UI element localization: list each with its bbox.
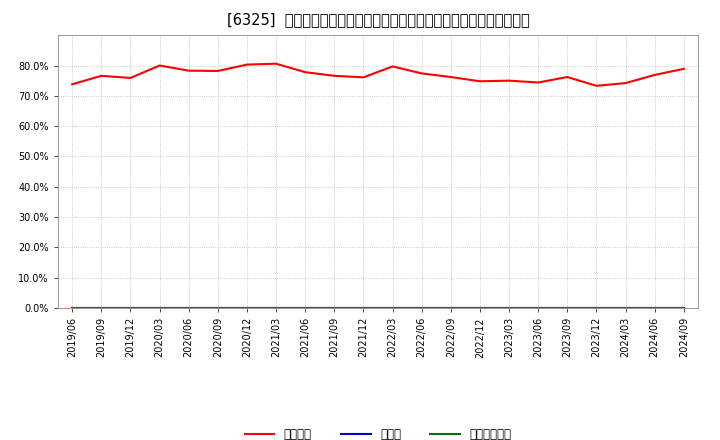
のれん (213, 305, 222, 311)
繰延税金資産 (621, 305, 630, 311)
のれん (271, 305, 280, 311)
繰延税金資産 (359, 305, 368, 311)
のれん (301, 305, 310, 311)
自己資本 (213, 68, 222, 73)
繰延税金資産 (156, 305, 164, 311)
繰延税金資産 (271, 305, 280, 311)
のれん (476, 305, 485, 311)
自己資本 (184, 68, 193, 73)
繰延税金資産 (330, 305, 338, 311)
繰延税金資産 (301, 305, 310, 311)
のれん (388, 305, 397, 311)
のれん (592, 305, 600, 311)
繰延税金資産 (476, 305, 485, 311)
のれん (563, 305, 572, 311)
のれん (97, 305, 106, 311)
自己資本 (243, 62, 251, 67)
自己資本 (126, 75, 135, 81)
のれん (650, 305, 659, 311)
のれん (446, 305, 455, 311)
Legend: 自己資本, のれん, 繰延税金資産: 自己資本, のれん, 繰延税金資産 (245, 429, 511, 440)
自己資本 (476, 79, 485, 84)
Line: 自己資本: 自己資本 (72, 64, 684, 86)
繰延税金資産 (126, 305, 135, 311)
自己資本 (156, 63, 164, 68)
自己資本 (68, 82, 76, 87)
自己資本 (388, 64, 397, 69)
自己資本 (271, 61, 280, 66)
繰延税金資産 (505, 305, 513, 311)
繰延税金資産 (388, 305, 397, 311)
のれん (621, 305, 630, 311)
自己資本 (97, 73, 106, 78)
繰延税金資産 (680, 305, 688, 311)
繰延税金資産 (446, 305, 455, 311)
のれん (243, 305, 251, 311)
のれん (126, 305, 135, 311)
自己資本 (418, 71, 426, 76)
のれん (68, 305, 76, 311)
自己資本 (330, 73, 338, 78)
のれん (184, 305, 193, 311)
繰延税金資産 (650, 305, 659, 311)
自己資本 (359, 75, 368, 80)
のれん (359, 305, 368, 311)
自己資本 (680, 66, 688, 71)
繰延税金資産 (97, 305, 106, 311)
繰延税金資産 (213, 305, 222, 311)
繰延税金資産 (563, 305, 572, 311)
繰延税金資産 (592, 305, 600, 311)
のれん (505, 305, 513, 311)
自己資本 (446, 74, 455, 80)
のれん (156, 305, 164, 311)
のれん (534, 305, 543, 311)
繰延税金資産 (243, 305, 251, 311)
自己資本 (621, 81, 630, 86)
繰延税金資産 (184, 305, 193, 311)
のれん (418, 305, 426, 311)
自己資本 (592, 83, 600, 88)
のれん (330, 305, 338, 311)
Title: [6325]  自己資本、のれん、繰延税金資産の総資産に対する比率の推移: [6325] 自己資本、のれん、繰延税金資産の総資産に対する比率の推移 (227, 12, 529, 27)
自己資本 (563, 74, 572, 80)
自己資本 (301, 70, 310, 75)
繰延税金資産 (418, 305, 426, 311)
自己資本 (505, 78, 513, 83)
自己資本 (650, 72, 659, 77)
繰延税金資産 (68, 305, 76, 311)
繰延税金資産 (534, 305, 543, 311)
のれん (680, 305, 688, 311)
自己資本 (534, 80, 543, 85)
